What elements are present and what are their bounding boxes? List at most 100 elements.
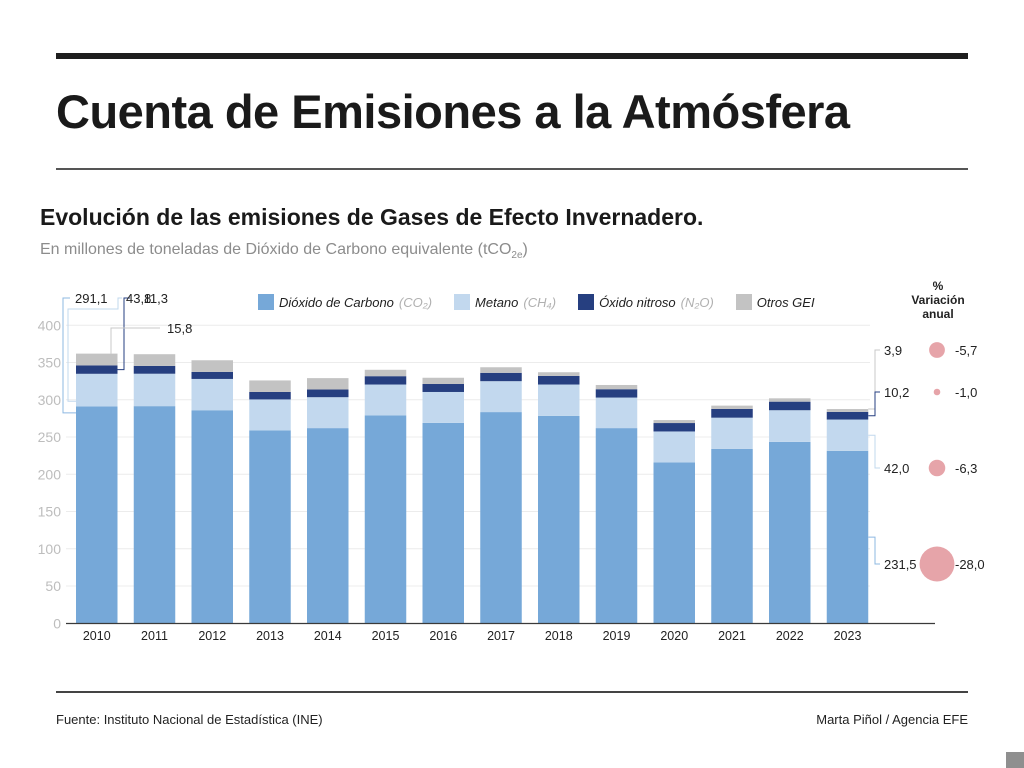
- credit-note: Marta Piñol / Agencia EFE: [816, 712, 968, 727]
- connector-co2-2023: [868, 536, 880, 565]
- x-tick-label: 2014: [314, 629, 342, 643]
- bar-segment-otros: [364, 369, 407, 377]
- bar-segment-n2o: [826, 411, 869, 420]
- y-tick-label: 250: [38, 429, 62, 445]
- connector-co2-2010: [62, 297, 76, 414]
- chart-title: Evolución de las emisiones de Gases de E…: [40, 204, 704, 230]
- annotation-ch4-2023: 42,0: [884, 461, 909, 476]
- bar-segment-ch4: [76, 373, 118, 407]
- variation-bubble-co2: [919, 546, 955, 582]
- bar-segment-ch4: [769, 410, 811, 442]
- bar-segment-co2: [538, 415, 580, 624]
- units-text: En millones de toneladas de Dióxido de C…: [40, 241, 512, 258]
- variation-bubble-ch4: [928, 459, 946, 477]
- legend-swatch-n2o: [578, 294, 595, 310]
- top-rule: [56, 53, 968, 59]
- bar-segment-otros: [133, 354, 176, 366]
- variation-header: % Variación anual: [898, 279, 978, 321]
- legend-item-co2: Dióxido de Carbono (CO₂): [258, 294, 432, 310]
- bar-segment-otros: [595, 384, 638, 390]
- bar-segment-ch4: [364, 384, 407, 416]
- x-tick-label: 2019: [603, 629, 631, 643]
- bar-segment-otros: [76, 353, 118, 366]
- corner-marker: [1006, 752, 1024, 768]
- bar-segment-n2o: [480, 372, 522, 382]
- bar-segment-co2: [76, 406, 118, 624]
- bar-segment-n2o: [538, 375, 580, 385]
- bar-segment-ch4: [538, 384, 580, 416]
- annotation-connectors: [62, 297, 880, 565]
- annotation-n2o-2023: 10,2: [884, 385, 909, 400]
- y-tick-label: 150: [38, 504, 62, 520]
- bars: [76, 353, 869, 624]
- annotations: 291,1 43,811,3 15,8 3,9 -5,7 10,2 -1,0 42,0 -6,3…: [75, 291, 985, 572]
- variation-bubble-otros: [929, 342, 945, 358]
- units-close: ): [522, 241, 528, 258]
- x-tick-label: 2015: [372, 629, 400, 643]
- legend-label: Dióxido de Carbono: [279, 294, 394, 310]
- bar-segment-otros: [307, 378, 349, 390]
- bar-segment-ch4: [595, 397, 638, 429]
- bar-segment-ch4: [133, 373, 176, 407]
- x-tick-label: 2017: [487, 629, 515, 643]
- legend-item-otros: Otros GEI: [735, 294, 815, 310]
- variation-bubbles: [919, 342, 955, 582]
- page-title: Cuenta de Emisiones a la Atmósfera: [56, 85, 850, 138]
- x-tick-label: 2010: [83, 629, 111, 643]
- bar-segment-n2o: [307, 389, 349, 398]
- bar-segment-n2o: [711, 408, 753, 418]
- legend-item-ch4: Metano (CH₄): [454, 294, 556, 310]
- connector-ch4-2023: [868, 434, 880, 469]
- units-subscript: 2e: [511, 250, 523, 262]
- x-tick-label: 2018: [545, 629, 573, 643]
- bar-segment-n2o: [76, 365, 118, 374]
- annotation-otros-2023: 3,9: [884, 343, 902, 358]
- y-tick-label: 300: [38, 392, 62, 408]
- bar-segment-ch4: [653, 431, 695, 463]
- bar-segment-otros: [769, 398, 811, 402]
- bar-segment-co2: [595, 428, 638, 624]
- x-tick-label: 2020: [660, 629, 688, 643]
- bar-segment-ch4: [249, 399, 291, 431]
- x-axis-ticks: 2010 2011 2012 2013 2014 2015 2016 2017 2018 2019…: [83, 629, 862, 643]
- annotation-otros-2010: 15,8: [167, 321, 192, 336]
- legend-formula: (N₂O): [680, 294, 714, 310]
- chart-units: En millones de toneladas de Dióxido de C…: [40, 241, 528, 261]
- variation-label-co2: -28,0: [955, 557, 985, 572]
- bar-segment-n2o: [769, 401, 811, 411]
- bar-segment-ch4: [480, 381, 522, 413]
- connector-ch4-2010: [67, 297, 122, 402]
- variation-label-otros: -5,7: [955, 343, 977, 358]
- y-tick-label: 0: [53, 615, 61, 631]
- title-divider: [56, 168, 968, 170]
- legend-label: Otros GEI: [756, 294, 815, 310]
- x-tick-label: 2011: [141, 629, 168, 643]
- bar-segment-co2: [422, 422, 464, 624]
- bar-segment-n2o: [364, 376, 407, 385]
- x-tick-label: 2022: [776, 629, 804, 643]
- bar-segment-ch4: [307, 397, 349, 429]
- y-tick-label: 50: [45, 578, 61, 594]
- variation-header-label: Variación: [911, 293, 965, 307]
- connector-otros-2023: [868, 349, 880, 410]
- chart-legend: Dióxido de Carbono (CO₂) Metano (CH₄) Óx…: [258, 294, 815, 310]
- y-tick-label: 200: [38, 466, 62, 482]
- bar-segment-n2o: [653, 423, 695, 432]
- bar-segment-co2: [826, 450, 869, 624]
- annotation-n2o-2010: 11,3: [144, 291, 168, 306]
- legend-label: Óxido nitroso: [599, 294, 676, 310]
- legend-item-n2o: Óxido nitroso (N₂O): [578, 294, 714, 310]
- annotation-ch4-2010: 43,8: [126, 291, 151, 306]
- y-tick-label: 100: [38, 541, 62, 557]
- x-tick-label: 2013: [256, 629, 284, 643]
- x-tick-label: 2021: [718, 629, 746, 643]
- bar-segment-co2: [711, 448, 753, 624]
- annotation-co2-2010: 291,1: [75, 291, 108, 306]
- variation-header-percent: %: [932, 279, 944, 293]
- bar-segment-n2o: [133, 365, 176, 374]
- bar-segment-otros: [653, 420, 695, 424]
- stacked-bar-chart: 0 50 100 150 200 250 300 350 400 291,1 43,811,3 15…: [38, 291, 985, 643]
- bar-segment-ch4: [191, 378, 233, 411]
- connector-n2o-2023: [868, 391, 880, 417]
- bar-segment-ch4: [711, 417, 753, 449]
